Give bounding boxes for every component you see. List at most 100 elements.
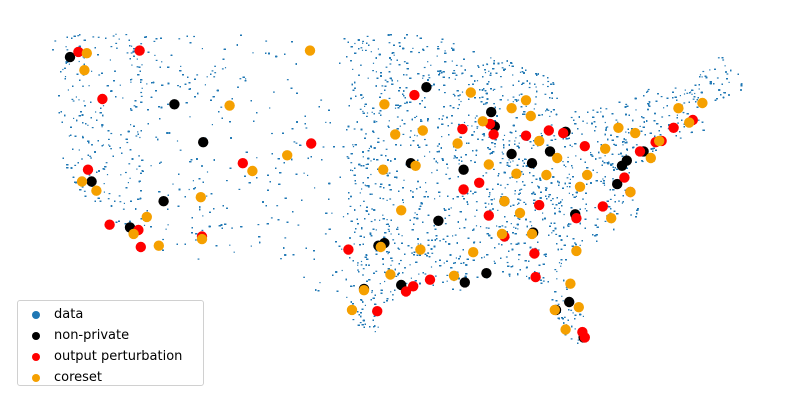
data-point (517, 217, 520, 219)
data-point (378, 112, 381, 114)
data-point (679, 137, 682, 139)
data-point (374, 219, 376, 221)
data-point (430, 64, 432, 66)
data-point (586, 122, 588, 124)
data-point (575, 195, 577, 197)
data-point (512, 160, 514, 162)
data-point (73, 117, 75, 119)
data-point (273, 91, 275, 93)
data-point (224, 67, 227, 69)
data-point (563, 213, 565, 216)
data-point (570, 309, 573, 311)
data-point (414, 212, 416, 214)
data-point (475, 201, 478, 203)
data-point (472, 193, 474, 195)
data-point (360, 64, 362, 66)
data-point (350, 162, 353, 164)
data-point (512, 74, 514, 76)
data-point (424, 155, 426, 157)
data-point (475, 115, 478, 117)
data-point (624, 139, 627, 141)
data-point (78, 149, 80, 151)
data-point (596, 171, 598, 174)
data-point (603, 184, 606, 186)
data-point (137, 131, 139, 133)
data-point (429, 151, 431, 153)
data-point (140, 91, 143, 94)
data-point (553, 135, 556, 137)
data-point (660, 96, 663, 98)
data-point (140, 43, 143, 45)
data-point (167, 224, 169, 226)
data-point (584, 208, 586, 210)
data-point (119, 201, 122, 203)
data-point (582, 120, 584, 122)
data-point (271, 132, 273, 135)
data-point (131, 64, 133, 66)
data-point (362, 110, 364, 112)
data-point (692, 98, 695, 100)
data-point (425, 182, 427, 184)
data-point (195, 239, 197, 241)
data-point (493, 88, 496, 90)
data-point (424, 273, 427, 275)
data-point (120, 134, 122, 136)
data-point (385, 223, 388, 225)
data-point (510, 243, 513, 245)
data-point (504, 187, 506, 189)
data-point (635, 109, 637, 111)
data-point (476, 126, 479, 128)
data-point (590, 152, 592, 154)
data-point (562, 161, 564, 163)
data-point (505, 256, 508, 258)
data-point (724, 65, 726, 67)
data-point (458, 98, 460, 101)
data-point (702, 70, 705, 73)
data-point (372, 70, 374, 72)
data-point (550, 124, 553, 126)
data-point (320, 99, 323, 101)
data-point (382, 198, 385, 200)
data-point (549, 115, 551, 117)
data-point (450, 122, 453, 124)
data-point (554, 269, 557, 271)
data-point (540, 132, 542, 135)
data-point (436, 169, 438, 171)
data-point (402, 201, 404, 204)
data-point (341, 269, 343, 272)
data-point (78, 99, 80, 101)
data-point (83, 190, 86, 192)
data-point (516, 181, 518, 183)
data-point (372, 131, 375, 133)
data-point (54, 40, 57, 42)
data-point (370, 51, 372, 53)
data-point (570, 338, 573, 340)
data-point (442, 115, 445, 117)
data-point (92, 36, 95, 38)
data-point (431, 172, 433, 174)
data-point (122, 208, 125, 210)
data-point (454, 234, 457, 236)
data-point (691, 93, 693, 95)
data-point (141, 64, 143, 66)
data-point (412, 191, 414, 193)
data-point (365, 163, 367, 166)
data-point (97, 36, 100, 38)
data-point (346, 296, 348, 298)
data-point (488, 203, 490, 205)
data-point (372, 62, 375, 64)
data-point (140, 95, 143, 97)
data-point (447, 167, 449, 169)
data-point (683, 93, 686, 95)
data-point (346, 156, 349, 158)
data-point (131, 45, 133, 47)
data-point (365, 133, 367, 135)
data-point (120, 174, 122, 176)
data-point (545, 110, 547, 112)
data-point (566, 186, 568, 188)
data-point (528, 278, 531, 280)
data-point (66, 49, 69, 51)
data-point (88, 174, 91, 176)
data-point (193, 35, 195, 38)
